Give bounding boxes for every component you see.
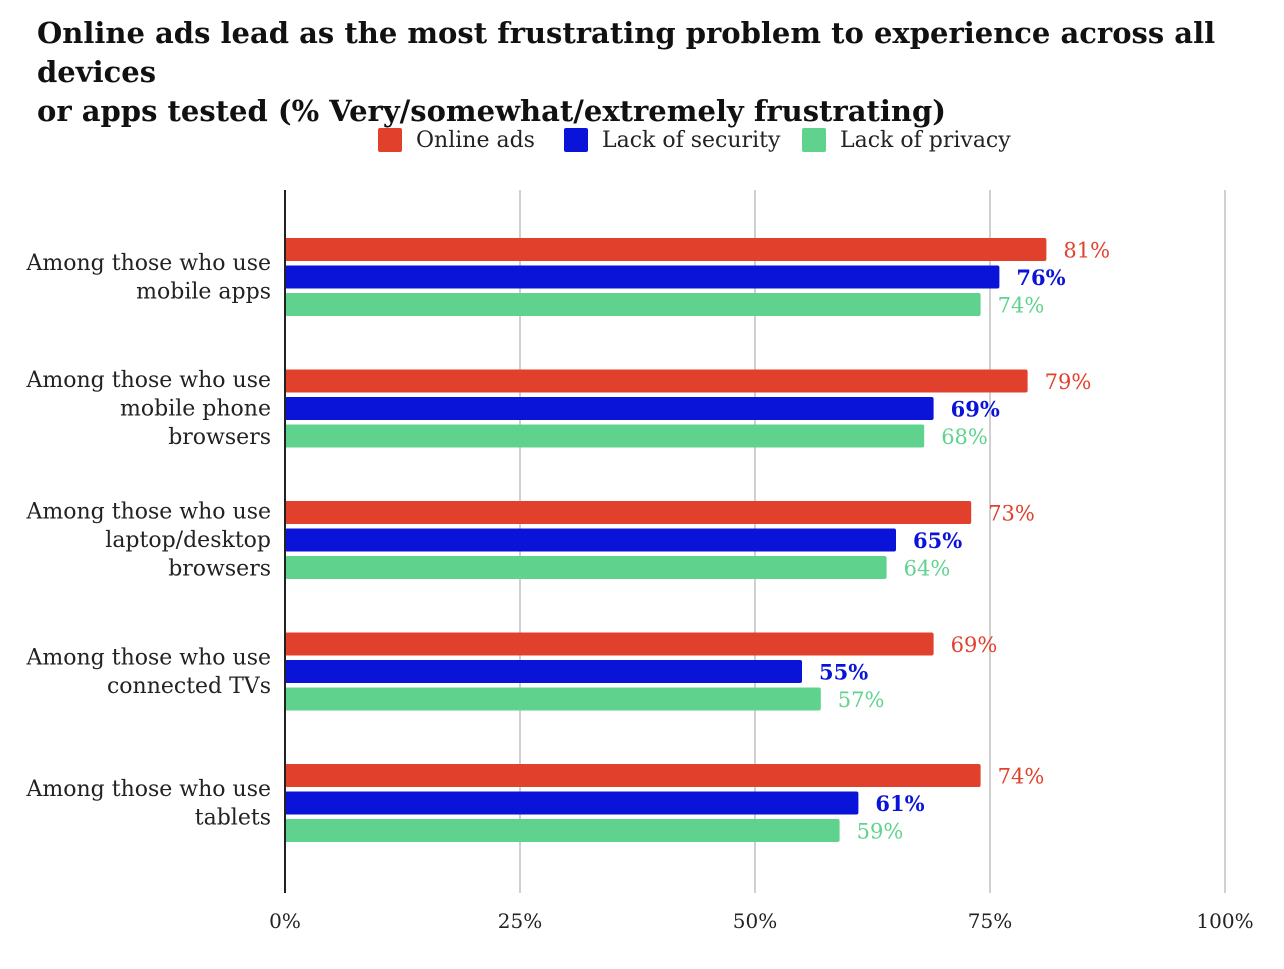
category-label-3-line-1: connected TVs — [107, 674, 271, 699]
data-label-lack-of-privacy-4: 59% — [857, 820, 904, 844]
bar-online-ads-4 — [285, 764, 981, 787]
category-label-3-line-0: Among those who use — [25, 645, 271, 670]
data-label-lack-of-security-0: 76% — [1016, 265, 1065, 290]
legend-label-lack-of-security: Lack of security — [602, 127, 781, 153]
bar-lack-of-security-4 — [285, 791, 859, 815]
chart-title-line-2: or apps tested (% Very/somewhat/extremel… — [37, 94, 946, 128]
category-label-2-line-0: Among those who use — [25, 500, 271, 525]
legend-item-lack-of-security: Lack of security — [564, 124, 780, 156]
category-label-2-line-2: browsers — [168, 557, 271, 582]
data-label-online-ads-4: 74% — [998, 765, 1045, 789]
data-label-online-ads-3: 69% — [951, 633, 998, 657]
category-label-4-line-1: tablets — [195, 805, 271, 830]
x-tick-label-100: 100% — [1196, 909, 1253, 933]
bar-lack-of-security-2 — [285, 528, 896, 552]
chart-title-line-1: Online ads lead as the most frustrating … — [37, 16, 1216, 89]
legend: Online ads Lack of security Lack of priv… — [0, 124, 1284, 156]
bar-lack-of-security-0 — [285, 265, 1000, 289]
x-tick-label-25: 25% — [498, 909, 542, 933]
bar-online-ads-0 — [285, 238, 1047, 261]
data-label-lack-of-privacy-2: 64% — [904, 557, 951, 581]
bar-lack-of-privacy-1 — [285, 424, 925, 448]
legend-item-lack-of-privacy: Lack of privacy — [802, 124, 1011, 156]
bar-online-ads-3 — [285, 632, 934, 656]
bar-lack-of-security-3 — [285, 660, 802, 683]
bar-lack-of-privacy-0 — [285, 293, 981, 316]
x-tick-label-50: 50% — [733, 909, 777, 933]
data-label-lack-of-security-4: 61% — [875, 791, 924, 816]
legend-label-lack-of-privacy: Lack of privacy — [840, 127, 1011, 153]
data-label-lack-of-security-2: 65% — [913, 528, 962, 553]
bar-online-ads-1 — [285, 369, 1028, 393]
category-label-1-line-0: Among those who use — [25, 368, 271, 393]
data-label-online-ads-1: 79% — [1045, 370, 1092, 394]
category-label-2-line-1: laptop/desktop — [105, 528, 271, 553]
bar-lack-of-privacy-4 — [285, 819, 840, 842]
bar-lack-of-privacy-2 — [285, 556, 887, 579]
data-label-lack-of-privacy-3: 57% — [838, 688, 885, 712]
category-label-1-line-1: mobile phone — [120, 397, 271, 422]
data-label-lack-of-privacy-0: 74% — [998, 294, 1045, 318]
legend-item-online-ads: Online ads — [378, 124, 535, 156]
category-label-0-line-0: Among those who use — [25, 251, 271, 276]
data-label-lack-of-security-1: 69% — [951, 397, 1000, 422]
data-label-lack-of-security-3: 55% — [819, 660, 868, 685]
category-label-1-line-2: browsers — [168, 425, 271, 450]
legend-swatch-online-ads — [378, 128, 402, 152]
x-tick-label-0: 0% — [269, 909, 301, 933]
data-label-online-ads-0: 81% — [1063, 239, 1110, 263]
bar-lack-of-security-1 — [285, 397, 934, 420]
bar-online-ads-2 — [285, 501, 972, 524]
legend-swatch-lack-of-security — [564, 128, 588, 152]
category-label-0-line-1: mobile apps — [136, 279, 271, 304]
chart-title: Online ads lead as the most frustrating … — [37, 14, 1257, 131]
x-tick-label-75: 75% — [968, 909, 1012, 933]
legend-label-online-ads: Online ads — [416, 127, 535, 153]
data-label-online-ads-2: 73% — [988, 502, 1035, 526]
data-label-lack-of-privacy-1: 68% — [941, 425, 988, 449]
bar-lack-of-privacy-3 — [285, 687, 821, 711]
legend-swatch-lack-of-privacy — [802, 128, 826, 152]
category-label-4-line-0: Among those who use — [25, 777, 271, 802]
